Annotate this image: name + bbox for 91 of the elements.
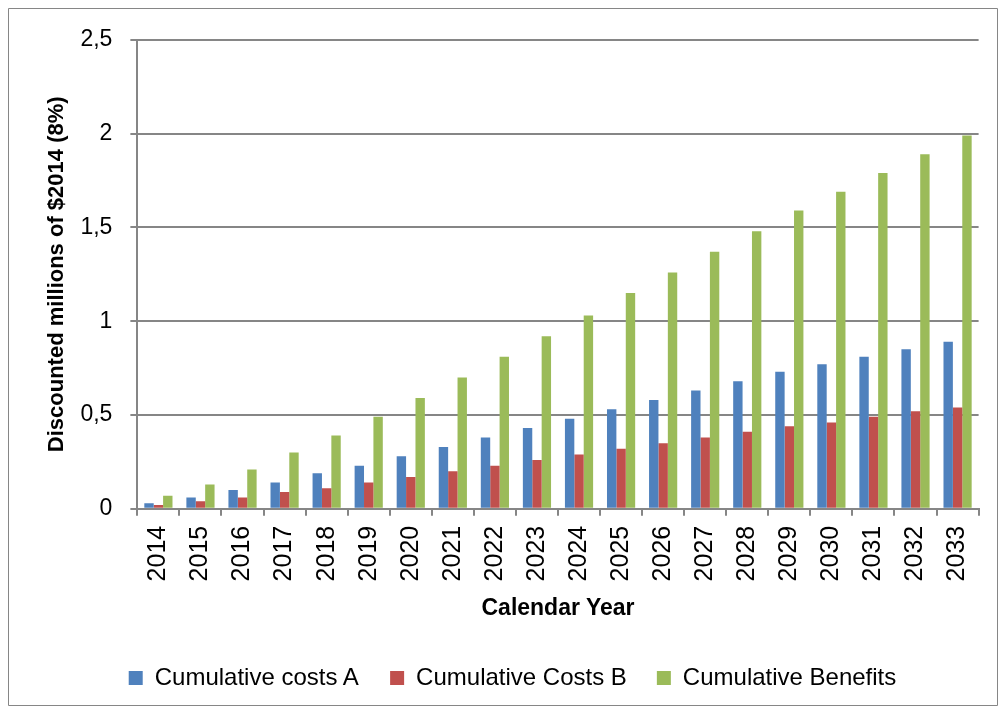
bar <box>270 482 280 508</box>
bar <box>901 349 911 508</box>
bar <box>700 437 710 508</box>
bar <box>859 356 869 508</box>
bar <box>279 491 290 508</box>
bar <box>331 435 341 508</box>
bar <box>153 505 164 508</box>
x-tick-label: 2029 <box>773 525 802 582</box>
y-tick-label: 1 <box>99 306 113 333</box>
bar <box>794 210 804 508</box>
bar <box>480 437 491 508</box>
bar <box>616 448 626 508</box>
bar <box>195 501 206 508</box>
bar <box>920 154 930 508</box>
x-tick-label: 2023 <box>520 525 549 582</box>
bar <box>499 356 509 508</box>
x-tick-label: 2017 <box>268 525 297 582</box>
bar <box>205 484 215 508</box>
bar <box>415 398 425 508</box>
x-tick-label: 2032 <box>899 525 928 582</box>
bar <box>364 482 374 508</box>
bar <box>237 497 248 508</box>
bar <box>836 191 846 508</box>
bar <box>625 293 636 508</box>
bar <box>751 231 762 508</box>
bar <box>163 495 173 508</box>
bar <box>943 341 953 508</box>
y-tick-label: 0,5 <box>80 400 113 427</box>
bar <box>438 446 449 508</box>
bar <box>289 452 299 508</box>
x-tick-label: 2015 <box>184 525 213 582</box>
x-tick-label: 2033 <box>941 525 970 582</box>
x-tick-label: 2016 <box>226 525 255 582</box>
x-tick-label: 2028 <box>731 525 760 582</box>
bar <box>564 418 575 508</box>
bar <box>574 454 584 508</box>
bar <box>228 490 238 508</box>
bar <box>606 409 617 508</box>
x-axis-title: Calendar Year <box>481 593 635 620</box>
bar <box>406 476 416 508</box>
bar <box>354 465 365 508</box>
y-tick-label: 2,5 <box>80 25 113 52</box>
bar <box>649 399 659 508</box>
bar <box>490 465 500 508</box>
bar <box>144 503 154 508</box>
x-tick-label: 2026 <box>647 525 676 582</box>
bar <box>775 371 785 508</box>
bar <box>733 381 743 508</box>
bar <box>321 488 332 508</box>
bar <box>817 364 827 508</box>
bar <box>826 422 837 508</box>
x-tick-label: 2025 <box>604 525 633 582</box>
bar <box>373 416 383 508</box>
bar <box>457 377 467 508</box>
x-tick-label: 2018 <box>310 525 339 582</box>
bar <box>522 428 533 508</box>
bar <box>709 251 720 508</box>
x-tick-label: 2019 <box>352 525 381 582</box>
bar <box>878 172 888 508</box>
y-axis-title: Discounted millions of $2014 (8%) <box>43 96 69 453</box>
x-tick-label: 2027 <box>689 525 718 582</box>
bar <box>583 315 594 508</box>
x-tick-label: 2031 <box>857 525 886 582</box>
bar <box>541 336 552 508</box>
bar <box>784 426 795 508</box>
bar <box>742 431 752 508</box>
bar <box>691 390 701 508</box>
bar <box>910 411 921 508</box>
bar <box>532 460 542 508</box>
x-tick-label: 2021 <box>436 525 465 582</box>
y-tick-label: 1,5 <box>80 212 113 239</box>
legend-label: Cumulative Benefits <box>682 662 897 690</box>
y-tick-label: 0 <box>99 494 113 521</box>
bar <box>952 407 963 508</box>
y-tick-label: 2 <box>99 118 113 145</box>
x-tick-label: 2020 <box>394 525 423 582</box>
bar <box>247 469 257 508</box>
bar <box>396 456 407 508</box>
bar <box>868 416 879 508</box>
bar <box>448 471 458 508</box>
x-tick-label: 2024 <box>562 525 591 582</box>
x-tick-label: 2022 <box>478 525 507 582</box>
bar <box>962 135 972 508</box>
bar <box>658 443 668 508</box>
bar <box>186 497 196 508</box>
x-tick-label: 2030 <box>815 525 844 582</box>
legend-label: Cumulative costs A <box>154 662 359 690</box>
bar <box>667 272 678 508</box>
legend-label: Cumulative Costs B <box>416 662 627 690</box>
bar <box>312 473 322 508</box>
x-tick-label: 2014 <box>142 525 171 582</box>
